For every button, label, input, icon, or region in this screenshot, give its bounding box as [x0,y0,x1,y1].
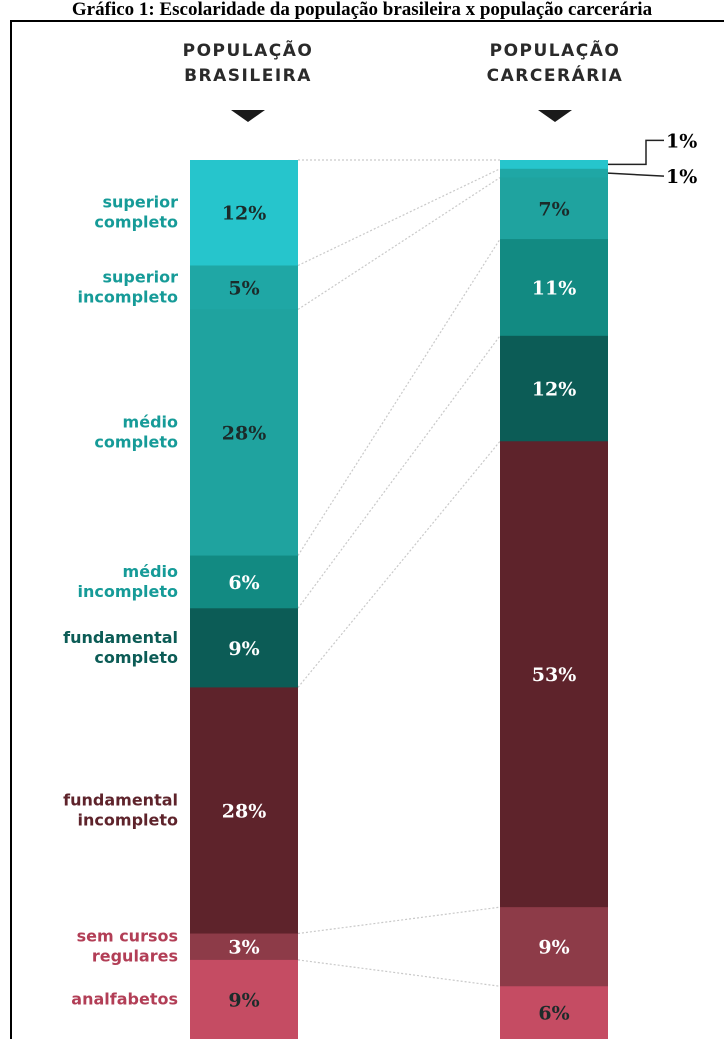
callout-label: 1% [666,166,697,188]
callout-line [607,172,665,177]
value-label: 6% [538,1003,569,1025]
bar-segment-sem-cursos-regulares [500,907,608,987]
page-title: Gráfico 1: Escolaridade da população bra… [71,0,653,20]
column-headers: POPULAÇÃO BRASILEIRA POPULAÇÃO CARCERÁRIA [183,38,624,122]
value-label: 28% [222,800,267,822]
category-label: sem cursos [77,927,178,946]
connector-line [297,959,501,987]
bar-segment-analfabetos [500,986,608,1039]
connector-line [297,177,501,310]
bar-segment-analfabetos [190,959,298,1039]
value-label: 12% [222,203,267,225]
value-label: 7% [538,198,569,220]
category-label: fundamental [63,628,178,647]
value-label: 53% [532,664,577,686]
bar-segment-fundamental-incompleto [500,441,608,908]
chart-frame: POPULAÇÃO BRASILEIRA POPULAÇÃO CARCERÁRIA s… [10,20,724,1039]
category-label: regulares [92,947,178,966]
connector-line [297,906,501,935]
category-label: completo [94,213,178,232]
bar-segment-medio-completo [500,177,608,240]
category-label: médio [123,562,178,581]
category-label: superior [103,267,179,286]
column-header-line: BRASILEIRA [184,66,312,86]
value-label: 5% [228,277,259,299]
chevron-down-icon [538,110,572,122]
value-label: 3% [228,937,259,959]
chevron-down-icon [231,110,265,122]
bar-segment-medio-completo [190,309,298,557]
value-label: 6% [228,572,259,594]
bar-segment-fundamental-completo [190,608,298,688]
category-label: analfabetos [71,989,178,1008]
callout-label: 1% [666,130,697,152]
column-header-line: POPULAÇÃO [490,38,621,61]
callouts: 1% 1% [607,130,697,188]
category-label: completo [94,432,178,451]
connector-lines [297,159,501,987]
column-header-line: CARCERÁRIA [487,64,624,86]
callout-line [608,139,664,166]
value-label: 12% [532,379,577,401]
connector-line [297,238,501,556]
value-label: 9% [228,989,259,1011]
connector-line [297,168,501,267]
category-label: incompleto [78,582,178,601]
bar-segment-fundamental-incompleto [190,687,298,935]
category-label: completo [94,648,178,667]
bar-segment-superior-completo [190,160,298,266]
stacked-bar-chart: POPULAÇÃO BRASILEIRA POPULAÇÃO CARCERÁRIA s… [63,38,697,1039]
category-label: incompleto [78,810,178,829]
bar-segment-superior-completo [500,160,608,170]
bar-segment-superior-incompleto [500,168,608,179]
bar-segment-superior-incompleto [190,265,298,310]
value-label: 9% [538,937,569,959]
value-label: 9% [228,638,259,660]
category-labels: superiorcompletosuperiorincompletomédioc… [63,193,178,1009]
category-label: superior [103,193,179,212]
category-label: fundamental [63,790,178,809]
connector-line [297,440,501,688]
bar-segment-medio-incompleto [190,555,298,609]
bar-segment-medio-incompleto [500,239,608,337]
bar-segment-sem-cursos-regulares [190,933,298,961]
column-header-line: POPULAÇÃO [183,38,314,61]
value-labels: 12% 5% 28% 6% 9% 28% 3% 9% 7% 11% 12% 53% 9% 6% [222,198,577,1024]
category-label: incompleto [78,287,178,306]
value-label: 11% [532,277,577,299]
bar-segments [190,160,608,1039]
bar-segment-fundamental-completo [500,335,608,442]
value-label: 28% [222,422,267,444]
connector-line [297,335,501,609]
category-label: médio [123,412,178,431]
